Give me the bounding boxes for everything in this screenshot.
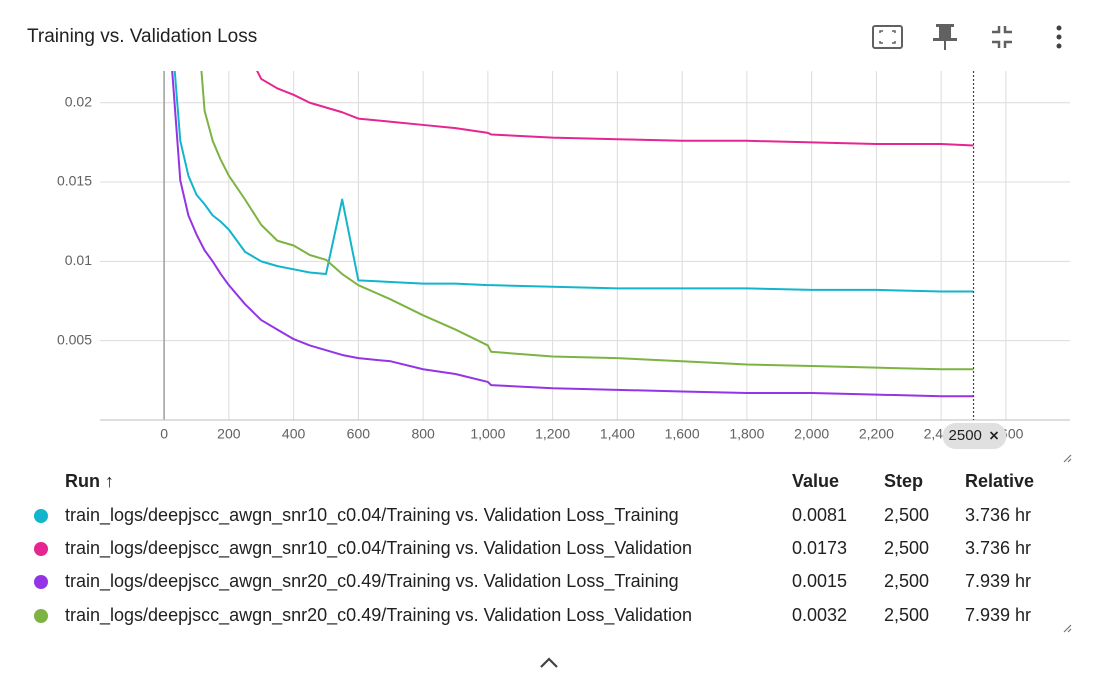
series-line [256,71,974,147]
table-header: Relative [965,471,1034,491]
series-group [173,71,974,293]
table-cell: 0.0081 [792,505,847,525]
hover-close-icon[interactable] [989,431,999,440]
more-menu-button[interactable] [1056,25,1062,49]
run-color-dot [34,609,48,623]
x-tick-label: 800 [411,426,435,442]
resize-handle[interactable] [1063,454,1072,463]
pin-button[interactable] [933,24,957,50]
table-cell: 2,500 [884,538,929,558]
table-cell: 0.0015 [792,571,847,591]
run-color-dot [34,542,48,556]
run-name: train_logs/deepjscc_awgn_snr20_c0.49/Tra… [65,571,679,592]
table-cell: 2,500 [884,605,929,625]
x-tick-label: 1,600 [665,426,700,442]
x-tick-label: 600 [347,426,371,442]
run-name: train_logs/deepjscc_awgn_snr10_c0.04/Tra… [65,505,679,526]
run-name: train_logs/deepjscc_awgn_snr20_c0.49/Tra… [65,605,692,626]
series-line [171,71,974,398]
run-table: Run ↑ Value Step Relative train_logs/deepjsc… [34,471,1034,626]
expand-toggle[interactable] [540,657,558,668]
table-cell: 2,500 [884,571,929,591]
x-tick-label: 1,200 [535,426,570,442]
table-header: Step [884,471,923,491]
x-tick-label: 1,400 [600,426,635,442]
table-header: Run ↑ [65,471,114,491]
x-tick-label: 1,800 [729,426,764,442]
run-name: train_logs/deepjscc_awgn_snr10_c0.04/Tra… [65,538,692,559]
card-title: Training vs. Validation Loss [27,26,257,47]
hover-step-chip [942,423,1007,449]
x-tick-label: 400 [282,426,306,442]
resize-handle[interactable] [1063,624,1072,633]
x-tick-label: 200 [217,426,241,442]
y-tick-label: 0.005 [57,331,92,347]
series-group [256,71,974,147]
series-line [173,71,974,293]
series-group [171,71,974,398]
series-line [200,71,974,371]
table-cell: 0.0173 [792,538,847,558]
hover-step-label: 2500 [949,427,982,444]
table-header: Value [792,471,839,491]
run-color-dot [34,509,48,523]
x-tick-label: 0 [160,426,168,442]
table-cell: 0.0032 [792,605,847,625]
y-tick-label: 0.015 [57,173,92,189]
x-tick-label: 2,000 [794,426,829,442]
plot-area: 0.005 0.01 0.015 0.02 0 200 400 600 800 1,000 1,20… [57,71,1070,449]
collapse-button[interactable] [992,26,1012,48]
fullscreen-button[interactable] [872,25,903,49]
y-tick-label: 0.02 [65,93,92,109]
x-tick-label: 2,200 [859,426,894,442]
series-group [200,71,974,371]
table-cell: 2,500 [884,505,929,525]
y-tick-label: 0.01 [65,252,92,268]
table-cell: 7.939 hr [965,605,1031,625]
table-cell: 3.736 hr [965,505,1031,525]
x-tick-label: 1,000 [470,426,505,442]
table-cell: 3.736 hr [965,538,1031,558]
table-cell: 7.939 hr [965,571,1031,591]
run-color-dot [34,575,48,589]
